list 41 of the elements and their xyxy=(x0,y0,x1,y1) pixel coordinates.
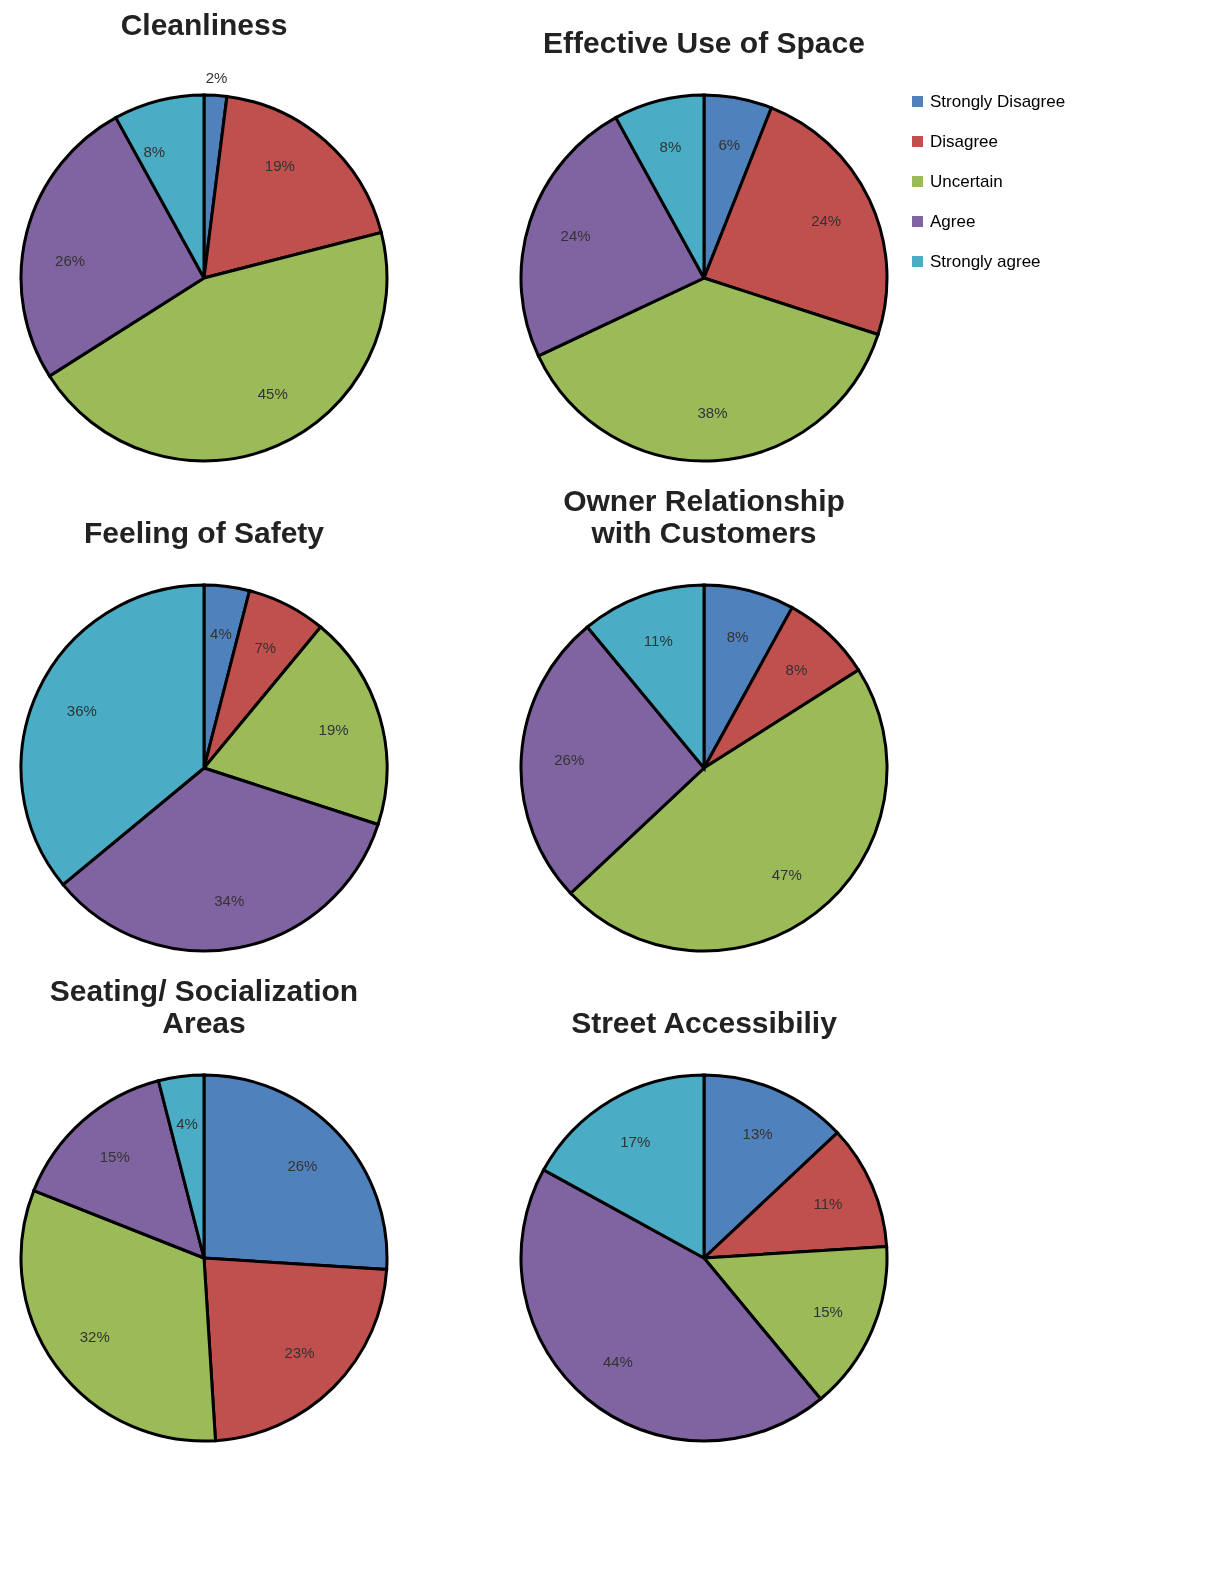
data-label: 24% xyxy=(560,227,591,245)
data-label: 13% xyxy=(742,1125,773,1143)
data-label: 4% xyxy=(210,625,232,643)
chart-title: Street Accessibiliy xyxy=(571,1006,838,1039)
data-label: 32% xyxy=(79,1328,110,1346)
legend-label: Agree xyxy=(930,211,976,231)
data-label: 26% xyxy=(287,1156,318,1174)
data-label: 19% xyxy=(264,157,295,175)
data-label: 2% xyxy=(205,69,228,87)
chart-title: Effective Use of Space xyxy=(543,26,865,59)
data-label: 23% xyxy=(284,1344,315,1362)
chart-title: Feeling of Safety xyxy=(83,516,325,549)
data-label: 8% xyxy=(785,660,808,678)
chart-title: Cleanliness xyxy=(120,8,288,42)
legend-label: Disagree xyxy=(930,131,999,151)
data-label: 8% xyxy=(726,628,749,646)
chart-title: Owner Relationship with Customers xyxy=(563,484,845,549)
data-label: 4% xyxy=(176,1115,198,1133)
data-label: 7% xyxy=(254,638,277,656)
legend-label: Uncertain xyxy=(930,171,1003,191)
data-label: 11% xyxy=(643,631,673,649)
data-label: 17% xyxy=(620,1132,651,1150)
data-label: 6% xyxy=(718,136,741,154)
data-label: 44% xyxy=(602,1353,633,1371)
data-label: 15% xyxy=(812,1302,843,1320)
data-label: 45% xyxy=(257,385,288,403)
data-label: 8% xyxy=(659,138,682,156)
data-label: 34% xyxy=(214,891,245,909)
data-label: 8% xyxy=(143,143,166,161)
data-label: 26% xyxy=(554,750,585,768)
data-label: 26% xyxy=(55,252,86,270)
legend-label: Strongly Disagree xyxy=(930,91,1066,111)
data-label: 38% xyxy=(697,403,728,421)
legend-label: Strongly agree xyxy=(930,251,1041,271)
data-label: 24% xyxy=(811,211,842,229)
chart-title: Seating/ Socialization Areas xyxy=(49,974,359,1039)
data-label: 47% xyxy=(771,865,802,883)
data-label: 15% xyxy=(99,1147,130,1165)
data-label: 36% xyxy=(66,701,97,719)
data-label: 19% xyxy=(318,721,349,739)
data-label: 11% xyxy=(813,1195,843,1213)
